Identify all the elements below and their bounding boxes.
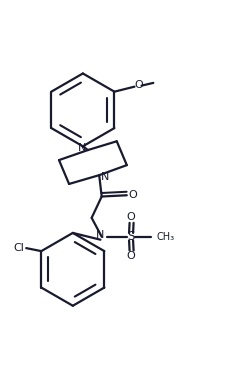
Text: O: O	[126, 212, 135, 222]
Text: O: O	[126, 251, 135, 261]
Text: S: S	[126, 230, 134, 243]
Text: CH₃: CH₃	[156, 232, 174, 242]
Text: N: N	[100, 172, 108, 182]
Text: N: N	[96, 230, 104, 241]
Text: Cl: Cl	[14, 242, 25, 253]
Text: O: O	[128, 190, 137, 200]
Text: O: O	[133, 80, 142, 90]
Text: N: N	[78, 143, 86, 153]
